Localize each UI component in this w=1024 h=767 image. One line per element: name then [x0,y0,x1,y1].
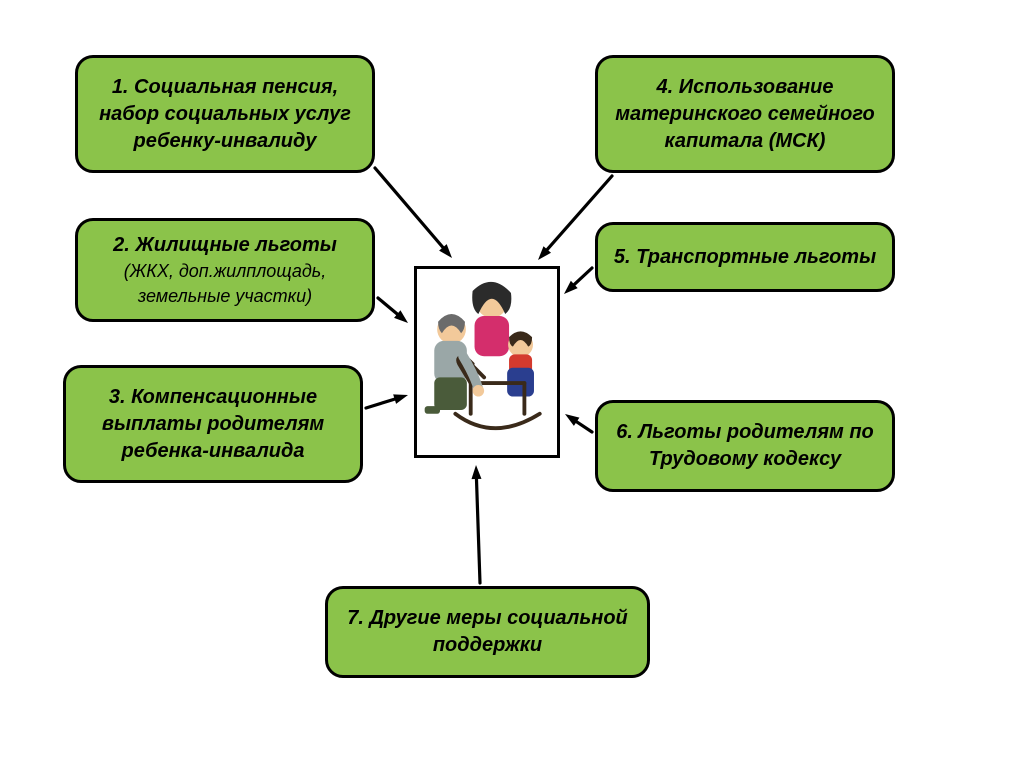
item-1-label: 1. Социальная пенсия, набор социальных у… [92,74,358,155]
item-2-label: 2. Жилищные льготы (ЖКХ, доп.жилплощадь,… [92,232,358,308]
family-illustration-icon [417,269,557,455]
item-4-maternity-capital: 4. Использование материнского семейного … [595,55,895,173]
item-4-label: 4. Использование материнского семейного … [612,74,878,155]
diagram-canvas: 1. Социальная пенсия, набор социальных у… [0,0,1024,767]
item-6-label: 6. Льготы родителям по Трудовому кодексу [612,419,878,473]
item-2-label-main: 2. Жилищные льготы [113,234,337,256]
item-2-housing-benefits: 2. Жилищные льготы (ЖКХ, доп.жилплощадь,… [75,218,375,322]
item-7-other-social-support: 7. Другие меры социальной поддержки [325,586,650,678]
family-illustration [414,266,560,458]
item-6-labor-code-benefits: 6. Льготы родителям по Трудовому кодексу [595,400,895,492]
item-1-social-pension: 1. Социальная пенсия, набор социальных у… [75,55,375,173]
item-5-transport-benefits: 5. Транспортные льготы [595,222,895,292]
item-2-label-sub: (ЖКХ, доп.жилплощадь, земельные участки) [92,259,358,308]
item-3-compensation-payments: 3. Компенсационные выплаты родителям реб… [63,365,363,483]
item-7-label: 7. Другие меры социальной поддержки [342,605,633,659]
item-5-label: 5. Транспортные льготы [612,244,878,271]
item-3-label: 3. Компенсационные выплаты родителям реб… [80,384,346,465]
